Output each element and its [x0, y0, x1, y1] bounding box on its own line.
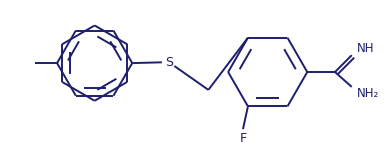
Text: F: F	[239, 132, 246, 145]
Text: NH: NH	[357, 42, 374, 55]
Text: NH₂: NH₂	[357, 87, 379, 100]
Text: S: S	[165, 56, 173, 69]
